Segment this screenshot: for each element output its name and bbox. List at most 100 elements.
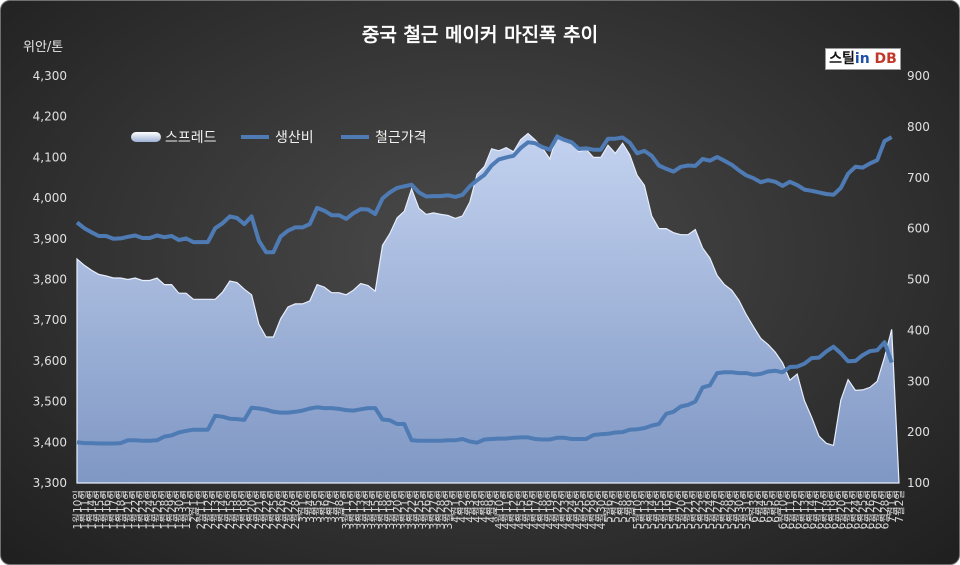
x-tick-label: 3월4일 (304, 490, 317, 523)
x-tick-label: 3월28일 (435, 490, 448, 529)
x-axis: 1월10일1월11일1월14일1월15일1월16일1월17일1월18일1월21일… (71, 490, 906, 529)
y-left-tick-label: 4,000 (33, 191, 67, 205)
x-tick-label: 3월19일 (384, 490, 397, 529)
x-tick-label: 3월15일 (369, 490, 382, 529)
x-tick-label: 1월23일 (136, 490, 149, 529)
x-tick-label: 3월26일 (420, 490, 433, 529)
x-tick-label: 6월27일 (871, 490, 884, 529)
x-tick-label: 3월8일 (333, 490, 346, 523)
x-tick-label: 5월9일 (624, 490, 637, 523)
x-tick-label: 3월7일 (326, 490, 339, 523)
x-tick-label: 5월17일 (667, 490, 680, 529)
x-tick-label: 3월14일 (362, 490, 375, 529)
x-tick-label: 5월22일 (689, 490, 702, 529)
x-tick-label: 6월13일 (798, 490, 811, 529)
x-tick-label: 2월12일 (202, 490, 215, 529)
x-tick-label: 1월17일 (107, 490, 120, 529)
x-tick-label: 4월24일 (566, 490, 579, 529)
y-left-tick-label: 4,300 (33, 69, 67, 83)
x-tick-label: 2월15일 (224, 490, 237, 529)
x-tick-label: 2월21일 (253, 490, 266, 529)
x-tick-label: 6월6일 (769, 490, 782, 523)
x-tick-label: 4월17일 (529, 490, 542, 529)
x-tick-label: 6월26일 (864, 490, 877, 529)
x-tick-label: 6월24일 (849, 490, 862, 529)
y-right-tick-label: 500 (907, 273, 930, 287)
x-tick-label: 3월5일 (311, 490, 324, 523)
y-left-tick-label: 3,800 (33, 273, 67, 287)
x-tick-label: 4월30일 (595, 490, 608, 529)
steelin-db-logo: 스틸in DB (825, 48, 901, 70)
x-tick-label: 4월26일 (580, 490, 593, 529)
x-tick-label: 4월2일 (457, 490, 470, 523)
series-line-production-cost (76, 340, 894, 446)
x-tick-label: 1월14일 (86, 490, 99, 529)
x-tick-label: 1월29일 (166, 490, 179, 529)
x-tick-label: 6월3일 (748, 490, 761, 523)
x-tick-label: 3월13일 (355, 490, 368, 529)
x-tick-label: 4월29일 (587, 490, 600, 529)
x-tick-label: 5월6일 (602, 490, 615, 523)
y-left-tick-label: 3,400 (33, 435, 67, 449)
x-tick-label: 4월16일 (522, 490, 535, 529)
x-tick-label: 2월25일 (267, 490, 280, 529)
x-tick-label: 2월18일 (231, 490, 244, 529)
x-tick-label: 2월22일 (260, 490, 273, 529)
y-left-tick-label: 3,300 (33, 476, 67, 490)
x-tick-label: 6월11일 (784, 490, 797, 529)
x-tick-label: 1월15일 (93, 490, 106, 529)
x-tick-label: 1월11일 (78, 490, 91, 529)
x-tick-label: 3월12일 (347, 490, 360, 529)
x-tick-label: 4월25일 (573, 490, 586, 529)
x-tick-label: 5월16일 (660, 490, 673, 529)
x-tick-label: 5월28일 (718, 490, 731, 529)
chart-title: 중국 철근 메이커 마진폭 추이 (362, 24, 598, 46)
x-tick-label: 1월31일 (180, 490, 193, 529)
x-tick-label: 5월24일 (704, 490, 717, 529)
x-tick-label: 2월14일 (216, 490, 229, 529)
y-axis-left-unit: 위안/톤 (23, 40, 63, 55)
x-tick-label: 5월20일 (675, 490, 688, 529)
y-right-tick-label: 800 (907, 120, 930, 134)
x-tick-label: 4월9일 (486, 490, 499, 523)
y-left-tick-label: 3,500 (33, 395, 67, 409)
x-tick-label: 3월18일 (377, 490, 390, 529)
y-left-tick-label: 3,700 (33, 313, 67, 327)
x-tick-label: 3월21일 (398, 490, 411, 529)
x-tick-label: 6월17일 (813, 490, 826, 529)
x-tick-label: 3월20일 (391, 490, 404, 529)
legend-label: 스프레드 (165, 130, 217, 146)
x-tick-label: 2월26일 (275, 490, 288, 529)
x-tick-label: 5월14일 (646, 490, 659, 529)
x-tick-label: 7월1일 (886, 490, 899, 523)
x-tick-label: 6월4일 (755, 490, 768, 523)
x-tick-label: 5월30일 (733, 490, 746, 529)
y-left-tick-label: 3,900 (33, 232, 67, 246)
x-tick-label: 5월7일 (609, 490, 622, 523)
x-tick-label: 2월20일 (246, 490, 259, 529)
x-tick-label: 4월8일 (478, 490, 491, 523)
x-tick-label: 3월25일 (413, 490, 426, 529)
y-right-tick-label: 400 (907, 323, 930, 337)
x-tick-label: 4월19일 (544, 490, 557, 529)
y-right-tick-label: 700 (907, 171, 930, 185)
y-left-tick-label: 4,100 (33, 150, 67, 164)
x-tick-label: 5월31일 (740, 490, 753, 529)
y-axis-right: 100 200 300 400 500 600 700 800 900 (907, 69, 930, 490)
x-tick-label: 5월8일 (617, 490, 630, 523)
legend-swatch-spread (131, 132, 161, 142)
y-right-tick-label: 300 (907, 374, 930, 388)
x-tick-label: 4월4일 (471, 490, 484, 523)
x-tick-label: 1월21일 (122, 490, 135, 529)
x-tick-label: 5월13일 (638, 490, 651, 529)
plot-area (75, 132, 900, 484)
x-tick-label: 4월15일 (515, 490, 528, 529)
x-tick-label: 6월19일 (828, 490, 841, 529)
x-tick-label: 1월22일 (129, 490, 142, 529)
x-tick-label: 2월19일 (238, 490, 251, 529)
x-tick-label: 4월1일 (449, 490, 462, 523)
legend: 스프레드 생산비 철근가격 (131, 130, 427, 146)
series-line-rebar-price (75, 134, 893, 255)
x-tick-label: 4월18일 (537, 490, 550, 529)
